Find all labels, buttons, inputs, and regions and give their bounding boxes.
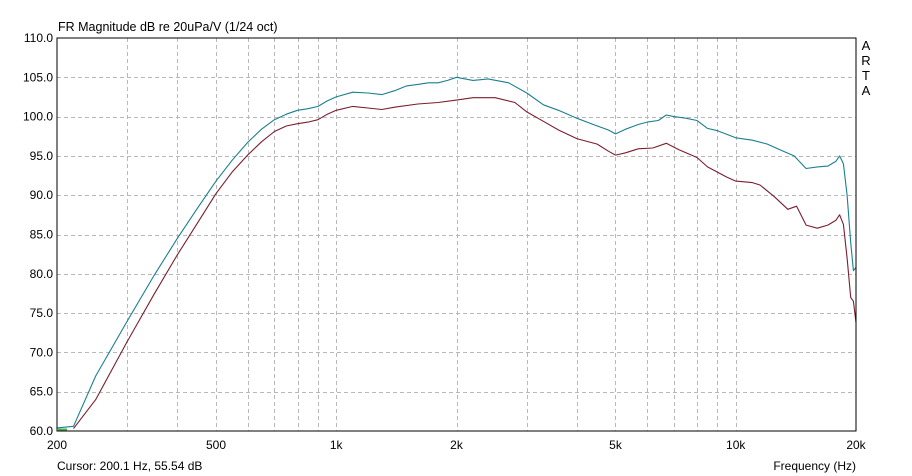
x-tick-label: 2k	[450, 438, 464, 452]
x-tick-label: 5k	[609, 438, 623, 452]
x-tick-label: 200	[47, 438, 67, 452]
y-tick-label: 70.0	[30, 345, 54, 359]
y-tick-label: 105.0	[23, 70, 53, 84]
y-tick-label: 100.0	[23, 110, 53, 124]
arta-letter: T	[862, 68, 870, 83]
grid	[57, 38, 856, 431]
plot-frame	[56, 37, 857, 432]
arta-letter: A	[862, 38, 871, 53]
y-tick-label: 95.0	[30, 149, 54, 163]
y-tick-label: 80.0	[30, 267, 54, 281]
series-layer	[56, 76, 857, 431]
arta-letter: A	[862, 83, 871, 98]
y-tick-label: 90.0	[30, 188, 54, 202]
y-tick-label: 85.0	[30, 228, 54, 242]
y-tick-label: 65.0	[30, 385, 54, 399]
x-tick-label: 500	[206, 438, 226, 452]
x-tick-label: 1k	[330, 438, 344, 452]
x-tick-label: 20k	[846, 438, 866, 452]
y-tick-label: 110.0	[24, 31, 53, 45]
series-line-1	[56, 76, 857, 429]
arta-letter: R	[861, 53, 870, 68]
series-line-2	[73, 97, 857, 429]
cursor-readout: Cursor: 200.1 Hz, 55.54 dB	[57, 459, 202, 473]
y-tick-label: 60.0	[30, 424, 54, 438]
chart-title: FR Magnitude dB re 20uPa/V (1/24 oct)	[58, 20, 278, 34]
y-axis-ticks: 60.0 65.0 70.0 75.0 80.0 85.0 90.0 95.0 100.0 105…	[23, 31, 53, 438]
x-axis-ticks: 200 500 1k 2k 5k 10k 20k	[47, 438, 867, 452]
y-tick-label: 75.0	[30, 306, 54, 320]
x-tick-label: 10k	[726, 438, 746, 452]
x-axis-label: Frequency (Hz)	[773, 459, 856, 473]
